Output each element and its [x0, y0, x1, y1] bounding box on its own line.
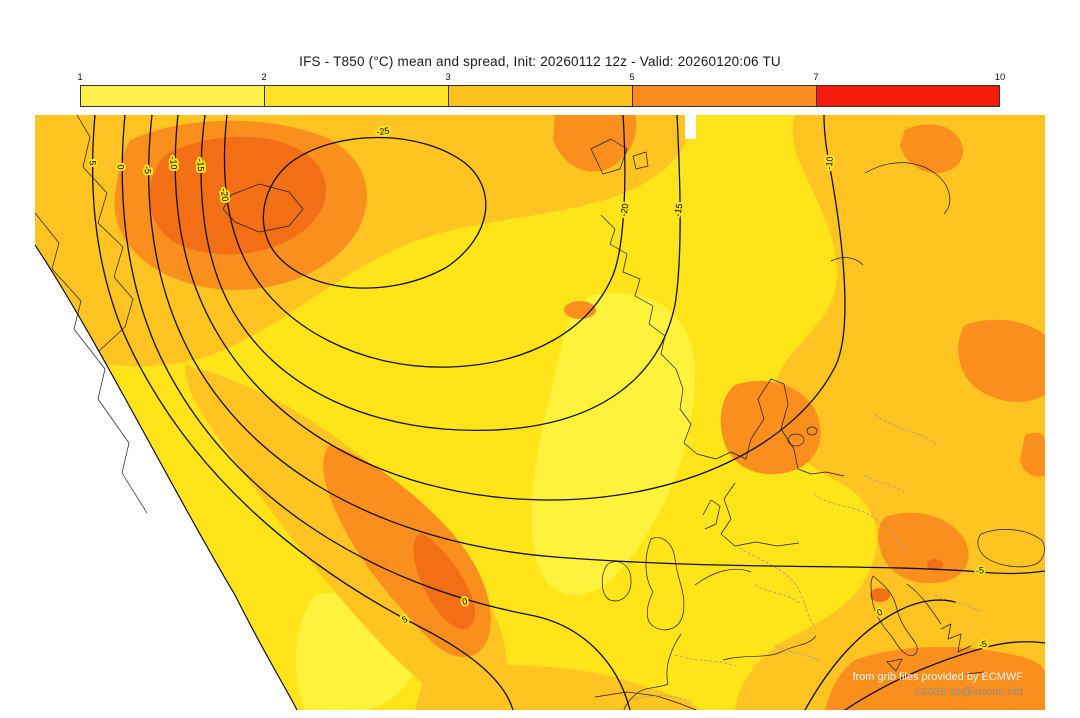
orange-region [553, 115, 637, 172]
greenland-coastline [34, 114, 148, 514]
colorbar-tick: 10 [994, 72, 1006, 83]
light-region [531, 293, 695, 595]
contour-line-0-southeast [804, 599, 956, 711]
colorbar-tick: 1 [77, 72, 83, 83]
colorbar-segment [80, 85, 265, 107]
coastlines [34, 114, 1045, 711]
contour-label: 0 [461, 596, 468, 607]
attribution-source: from grib files provided by ECMWF [852, 671, 1023, 683]
page-title: IFS - T850 (°C) mean and spread, Init: 2… [299, 54, 781, 69]
deep-orange-region [149, 136, 327, 255]
contour-label: -5 [142, 166, 152, 175]
colorbar-segment [448, 85, 633, 107]
orange-region [900, 124, 964, 174]
contour-label: -10 [168, 156, 179, 170]
contour-label: -25 [376, 126, 390, 138]
balkans-greece-coastline [906, 583, 985, 675]
orange-region [1020, 432, 1045, 477]
country-borders [634, 414, 982, 703]
contour-label: -10 [824, 156, 835, 170]
contour-line-minus5-southeast [844, 641, 1046, 711]
baltic-coastline [720, 482, 800, 547]
contour-label: -15 [672, 203, 684, 218]
attribution-copyright: ©2026 sb@irizone.net [913, 686, 1023, 698]
contour-line-minus5 [148, 114, 1046, 575]
contour-label: 5 [87, 160, 97, 166]
orange-region [577, 150, 613, 170]
contour-line-5 [91, 114, 514, 711]
deep-orange-region [870, 588, 890, 602]
colorbar: 1 2 3 5 7 10 [77, 72, 1005, 108]
orange-region [825, 646, 1045, 710]
contour-line-minus25 [262, 136, 487, 289]
arctic-islands-coastline [830, 162, 951, 266]
contour-label: 0 [115, 164, 125, 170]
orange-region [720, 380, 821, 475]
colorbar-segment [264, 85, 449, 107]
attribution: from grib files provided by ECMWF ©2026 … [852, 670, 1023, 700]
colorbar-bar [80, 85, 1000, 107]
italy-coastline [870, 575, 918, 672]
colorbar-tick: 5 [629, 72, 635, 83]
contour-labels: 5 0 -5 -10 -15 -20 -25 -20 -15 -10 -5 0 … [85, 124, 989, 652]
map-canvas: 5 0 -5 -10 -15 -20 -25 -20 -15 -10 -5 0 … [34, 114, 1046, 711]
mediterranean-coastline [722, 635, 817, 661]
iceland-coastline [222, 183, 304, 233]
colorbar-tick: 2 [261, 72, 267, 83]
france-coastline [623, 569, 752, 711]
deep-orange-region [413, 534, 475, 630]
contour-label: -5 [978, 639, 988, 650]
svalbard-coastline [590, 138, 649, 175]
orange-region [958, 319, 1045, 402]
contour-line-0 [121, 114, 631, 711]
gold-region [415, 665, 700, 710]
contour-label: -20 [618, 203, 630, 218]
orange-region [564, 301, 596, 319]
britain-coastline [645, 537, 685, 631]
spread-deep-orange-regions [149, 136, 943, 630]
deep-orange-region [927, 559, 943, 571]
contour-line-minus10 [174, 114, 846, 501]
contour-label: -20 [219, 188, 231, 202]
missing-data-notch [685, 115, 696, 139]
contour-label: -5 [976, 565, 985, 576]
lakes-outline [787, 426, 818, 447]
map-svg: 5 0 -5 -10 -15 -20 -25 -20 -15 -10 -5 0 … [34, 114, 1046, 711]
denmark-coastline [702, 499, 721, 530]
scandinavia-coastline [600, 214, 845, 477]
out-of-domain-region [35, 245, 297, 710]
colorbar-ticks: 1 2 3 5 7 10 [77, 72, 1005, 84]
contour-label: -15 [195, 158, 206, 172]
ireland-coastline [601, 561, 632, 602]
orange-region [878, 512, 969, 584]
iberia-coastline [594, 691, 697, 711]
colorbar-tick: 7 [813, 72, 819, 83]
contour-line-minus15 [200, 114, 681, 432]
colorbar-segment [632, 85, 817, 107]
colorbar-segment [816, 85, 1000, 107]
contour-line-minus20 [223, 114, 626, 368]
black-sea-coastline [977, 529, 1045, 568]
contour-lines [91, 114, 1046, 711]
domain-boundary-line [34, 244, 298, 711]
colorbar-tick: 3 [445, 72, 451, 83]
